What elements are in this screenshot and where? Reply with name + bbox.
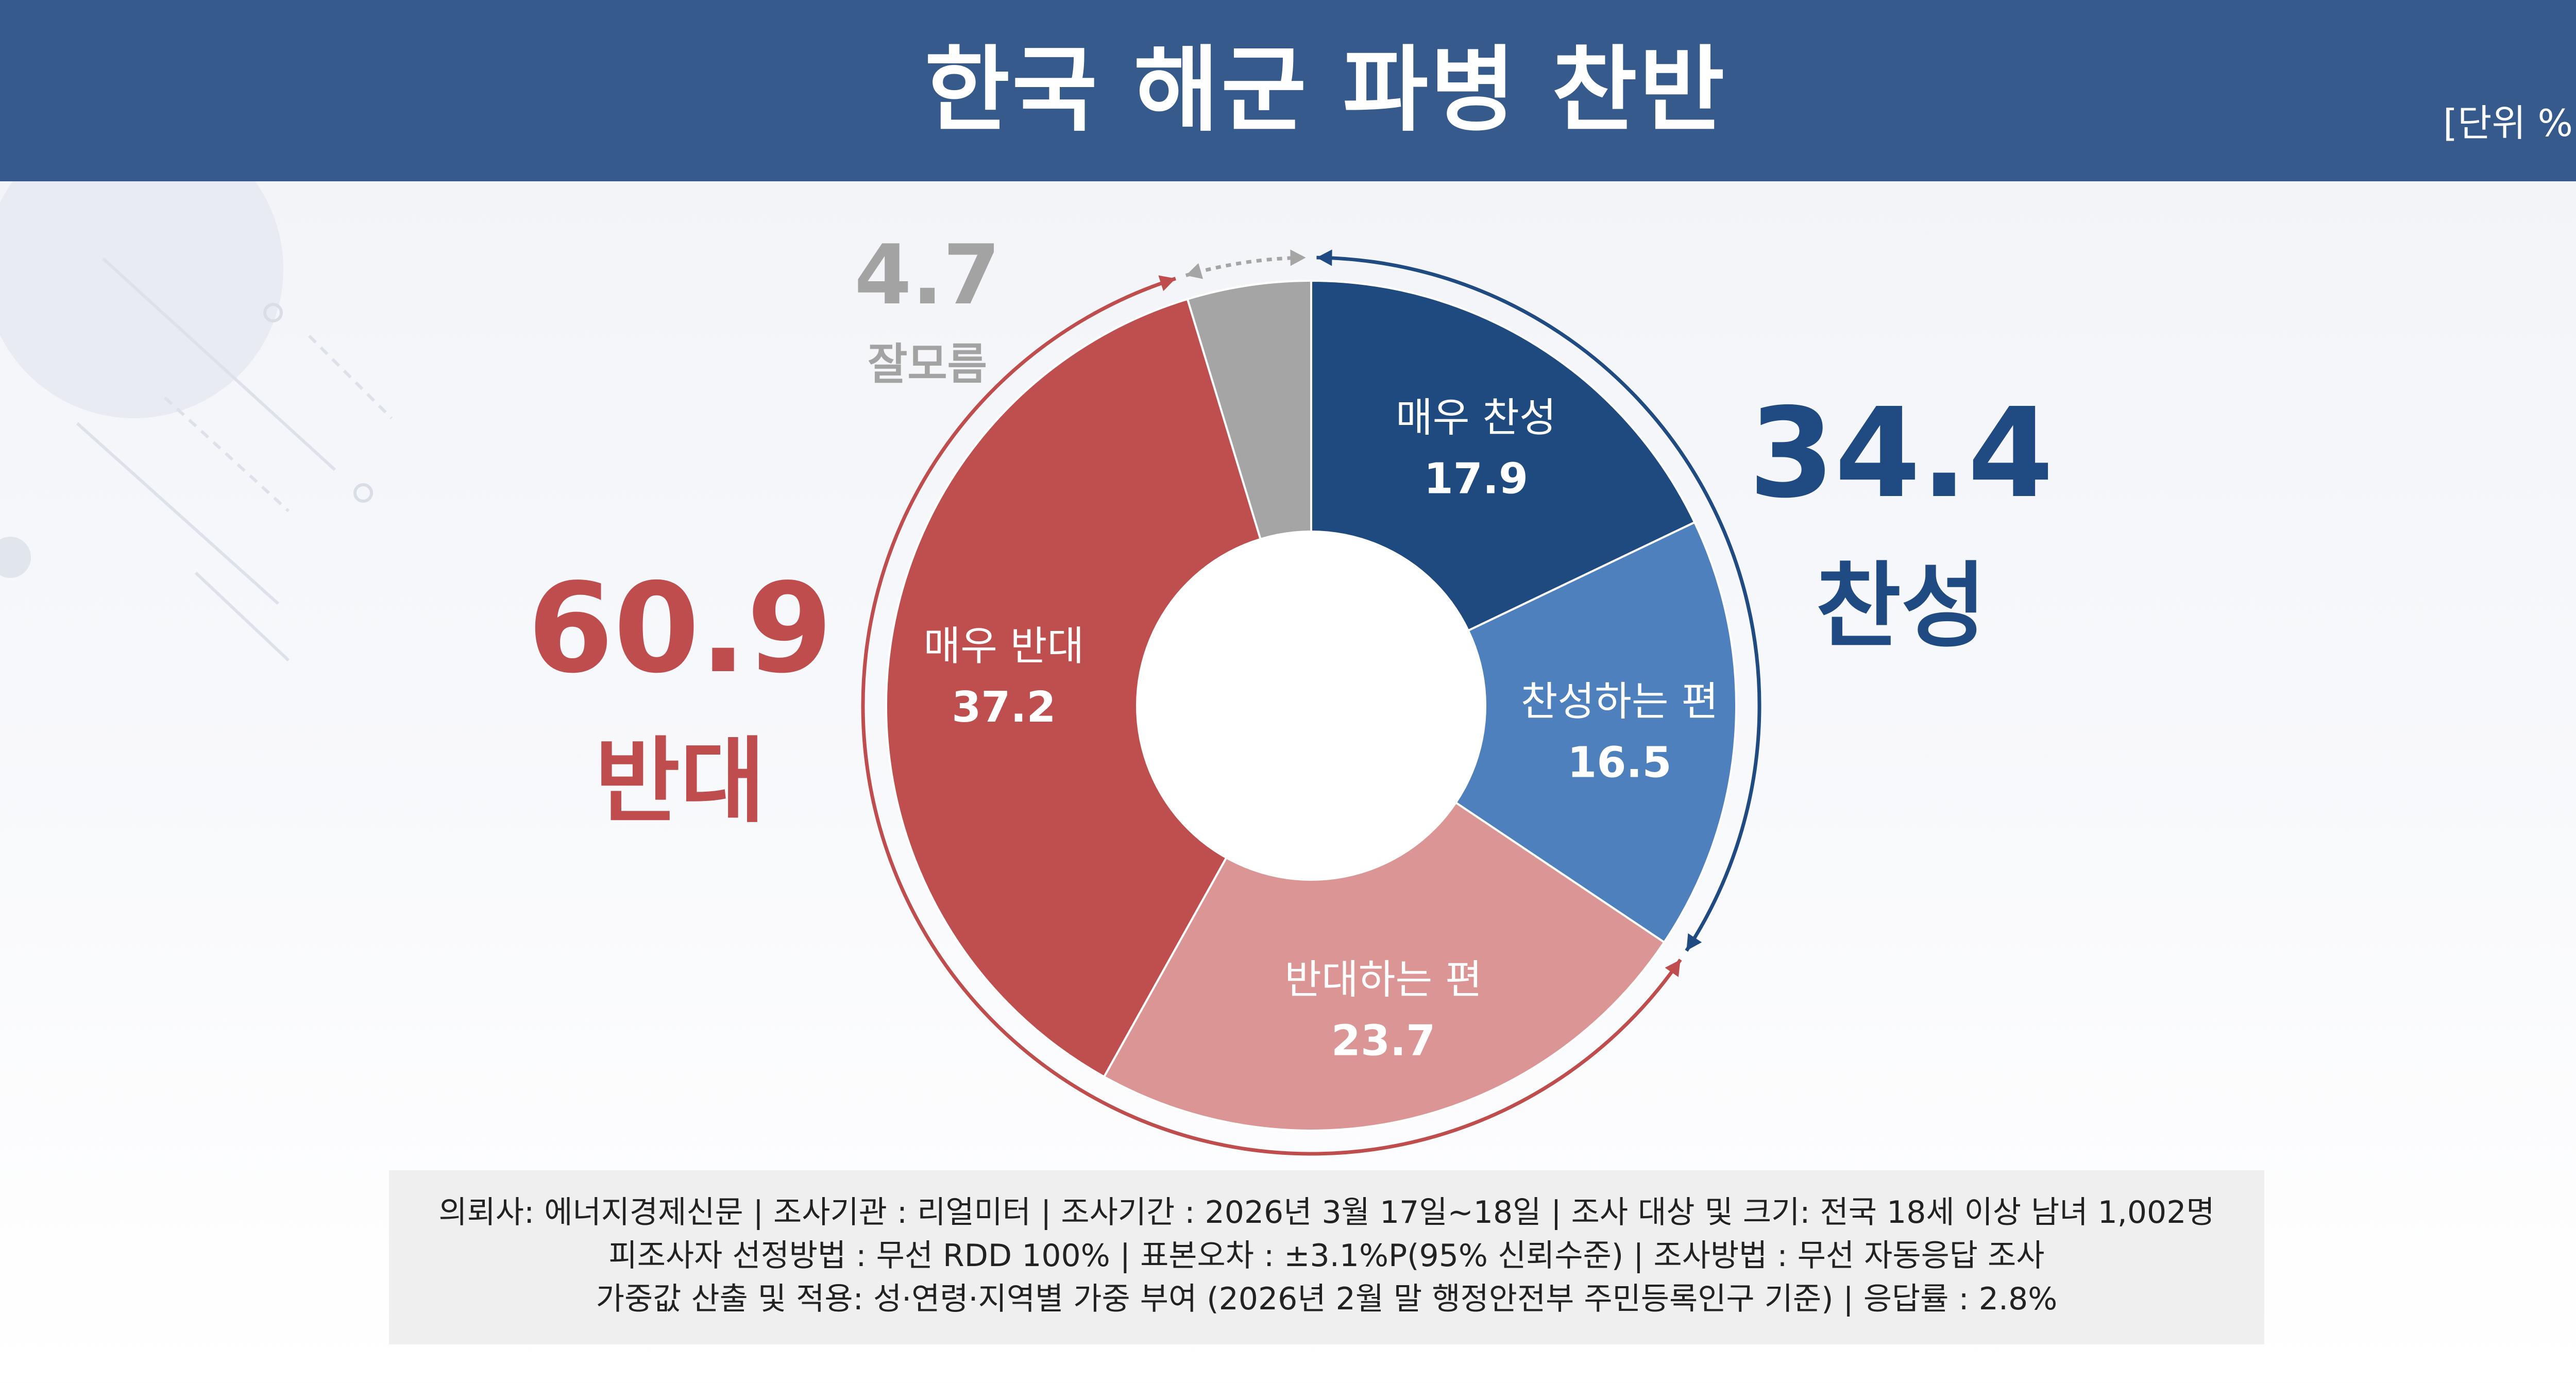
arrowhead xyxy=(1158,275,1176,292)
survey-info-line: 피조사자 선정방법 : 무선 RDD 100% | 표본오차 : ±3.1%P(… xyxy=(608,1238,2045,1274)
header-bar: 한국 해군 파병 찬반 [단위 %] xyxy=(0,0,2576,181)
arrowhead xyxy=(1290,249,1306,266)
survey-info-line: 의뢰사: 에너지경제신문 | 조사기관 : 리얼미터 | 조사기간 : 2026… xyxy=(438,1194,2215,1231)
arrowhead xyxy=(1686,933,1702,951)
background-decoration xyxy=(0,181,393,662)
page-title: 한국 해군 파병 찬반 xyxy=(924,37,1727,144)
slice-value: 17.9 xyxy=(1424,454,1528,503)
arrowhead xyxy=(1316,249,1332,266)
slice-value: 37.2 xyxy=(952,683,1056,732)
arrowhead xyxy=(1185,263,1204,279)
oppose-label: 반대 xyxy=(595,728,766,835)
unit-label: [단위 %] xyxy=(2443,101,2576,145)
group-bracket-arc xyxy=(1316,255,1761,952)
donut-hole xyxy=(1136,531,1486,881)
arrowhead xyxy=(1665,960,1681,977)
slice-label: 매우 찬성 xyxy=(1396,395,1556,441)
survey-info-line: 가중값 산출 및 적용: 성·연령·지역별 가중 부여 (2026년 2월 말 … xyxy=(596,1281,2058,1317)
slice-label: 반대하는 편 xyxy=(1284,957,1482,1003)
donut-slice xyxy=(885,298,1313,1079)
slice-label: 찬성하는 편 xyxy=(1521,678,1719,725)
group-bracket-arc xyxy=(1185,255,1306,278)
donut-slice xyxy=(1103,704,1666,1132)
support-label: 찬성 xyxy=(1816,553,1987,660)
support-total: 34.4 xyxy=(1748,381,2054,525)
unknown-total: 4.7 xyxy=(854,227,1001,323)
unknown-label: 잘모름 xyxy=(868,339,987,389)
survey-info-box: 의뢰사: 에너지경제신문 | 조사기관 : 리얼미터 | 조사기간 : 2026… xyxy=(389,1170,2264,1344)
slice-label: 매우 반대 xyxy=(923,623,1084,670)
group-bracket-arc xyxy=(861,277,1682,1156)
slice-value: 16.5 xyxy=(1567,738,1671,787)
oppose-total: 60.9 xyxy=(527,556,833,701)
donut-slice xyxy=(1309,521,1737,944)
slice-value: 23.7 xyxy=(1331,1016,1435,1065)
